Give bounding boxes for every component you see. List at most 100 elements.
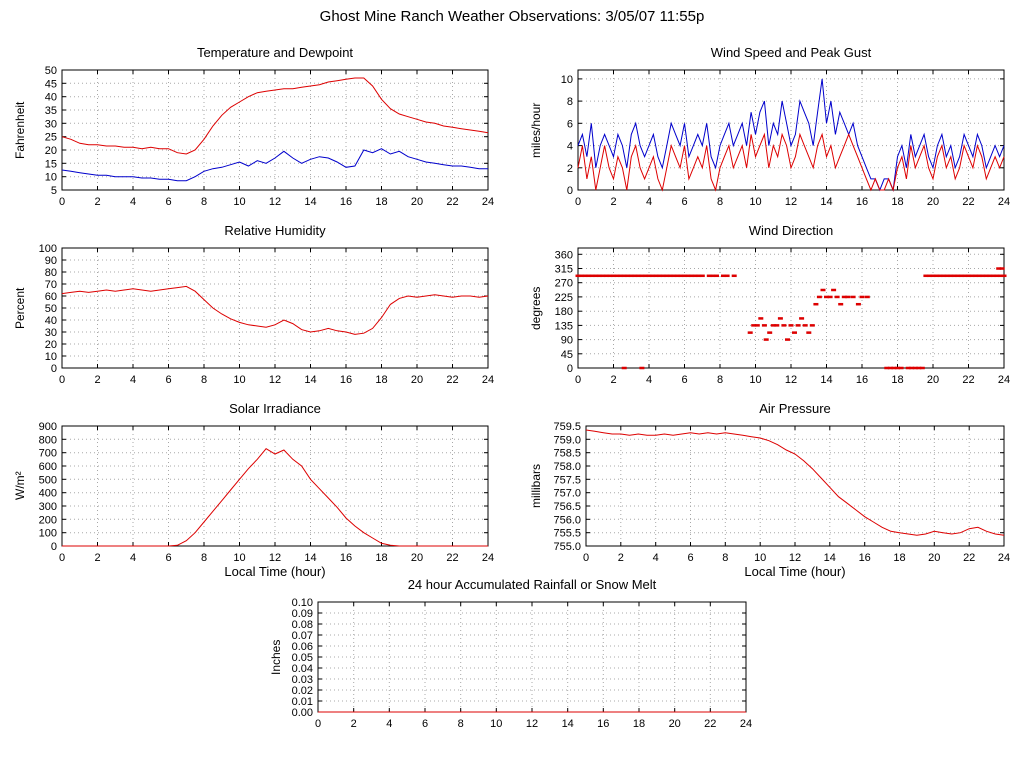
svg-text:10: 10 [233,374,245,386]
svg-text:6: 6 [681,374,687,386]
svg-text:35: 35 [45,105,57,117]
svg-text:200: 200 [39,514,57,526]
svg-text:12: 12 [269,374,281,386]
svg-text:4: 4 [646,374,652,386]
svg-text:24: 24 [740,718,752,730]
svg-text:14: 14 [304,196,316,208]
svg-text:14: 14 [824,552,836,564]
svg-text:50: 50 [45,65,57,77]
svg-text:70: 70 [45,279,57,291]
svg-text:24: 24 [998,374,1010,386]
svg-text:2: 2 [567,163,573,175]
svg-text:100: 100 [39,528,57,540]
svg-text:22: 22 [963,552,975,564]
svg-text:4: 4 [130,374,136,386]
svg-text:2: 2 [610,196,616,208]
svg-text:22: 22 [446,552,458,564]
svg-text:18: 18 [893,552,905,564]
svg-text:90: 90 [561,335,573,347]
svg-text:22: 22 [704,718,716,730]
chart-title: Wind Speed and Peak Gust [710,45,872,60]
svg-text:20: 20 [927,196,939,208]
svg-text:30: 30 [45,118,57,130]
svg-text:24: 24 [482,196,494,208]
svg-text:90: 90 [45,255,57,267]
chart-title: Solar Irradiance [229,401,321,416]
svg-text:16: 16 [340,196,352,208]
x-axis-label: Local Time (hour) [224,564,326,579]
svg-text:24: 24 [998,196,1010,208]
svg-text:25: 25 [45,132,57,144]
svg-text:12: 12 [785,196,797,208]
chart-title: Air Pressure [759,401,831,416]
chart-title: Temperature and Dewpoint [196,45,354,60]
svg-text:500: 500 [39,474,57,486]
svg-text:20: 20 [411,196,423,208]
svg-text:8: 8 [201,374,207,386]
svg-text:22: 22 [962,196,974,208]
svg-text:8: 8 [567,96,573,108]
svg-text:135: 135 [555,320,573,332]
svg-text:0: 0 [567,185,573,197]
svg-text:4: 4 [653,552,659,564]
svg-text:360: 360 [555,249,573,261]
svg-text:400: 400 [39,488,57,500]
svg-text:22: 22 [446,374,458,386]
chart-title: Wind Direction [748,223,834,238]
chart-solar-irradiance: Solar Irradiance W/m² 0 2 4 6 8 10 12 14 16 18 20 2… [8,400,506,579]
svg-text:800: 800 [39,434,57,446]
svg-text:20: 20 [45,339,57,351]
svg-text:16: 16 [856,374,868,386]
svg-text:4: 4 [567,141,573,153]
svg-text:6: 6 [165,374,171,386]
svg-text:0: 0 [59,374,65,386]
chart-title: 24 hour Accumulated Rainfall or Snow Mel… [407,577,657,592]
plot-area: 0 2 4 6 8 10 12 14 16 18 20 22 240459013518022527031… [555,247,1010,386]
svg-text:2: 2 [618,552,624,564]
svg-text:759.5: 759.5 [553,421,581,433]
svg-text:2: 2 [94,196,100,208]
svg-text:900: 900 [39,421,57,433]
svg-text:14: 14 [304,374,316,386]
plot-area: 0 2 4 6 8 10 12 14 16 18 20 22 240100200300400500600… [39,421,494,564]
svg-text:45: 45 [561,349,573,361]
svg-text:0: 0 [59,196,65,208]
svg-text:0.10: 0.10 [292,597,313,609]
svg-text:20: 20 [45,145,57,157]
svg-text:0.07: 0.07 [292,630,313,642]
svg-text:18: 18 [891,196,903,208]
svg-text:24: 24 [482,552,494,564]
svg-text:300: 300 [39,501,57,513]
svg-text:15: 15 [45,158,57,170]
svg-text:10: 10 [749,196,761,208]
svg-text:40: 40 [45,315,57,327]
svg-text:80: 80 [45,267,57,279]
svg-text:5: 5 [51,185,57,197]
svg-text:0.06: 0.06 [292,641,313,653]
svg-text:270: 270 [555,278,573,290]
y-axis-label: Percent [13,287,27,329]
x-axis-label: Local Time (hour) [744,564,846,579]
svg-text:8: 8 [201,552,207,564]
svg-text:2: 2 [351,718,357,730]
svg-text:22: 22 [446,196,458,208]
svg-text:14: 14 [820,374,832,386]
y-axis-label: millibars [529,464,543,509]
svg-text:14: 14 [304,552,316,564]
svg-text:12: 12 [526,718,538,730]
svg-text:755.5: 755.5 [553,528,581,540]
svg-text:22: 22 [962,374,974,386]
svg-text:10: 10 [233,196,245,208]
svg-text:757.0: 757.0 [553,488,581,500]
plot-area: 0 2 4 6 8 10 12 14 16 18 20 22 240102030405060708090… [39,243,494,386]
svg-text:24: 24 [482,374,494,386]
svg-text:18: 18 [375,374,387,386]
svg-text:758.0: 758.0 [553,461,581,473]
svg-text:45: 45 [45,78,57,90]
svg-text:18: 18 [633,718,645,730]
chart-rainfall: 24 hour Accumulated Rainfall or Snow Mel… [264,576,764,732]
svg-text:12: 12 [269,552,281,564]
svg-text:16: 16 [859,552,871,564]
